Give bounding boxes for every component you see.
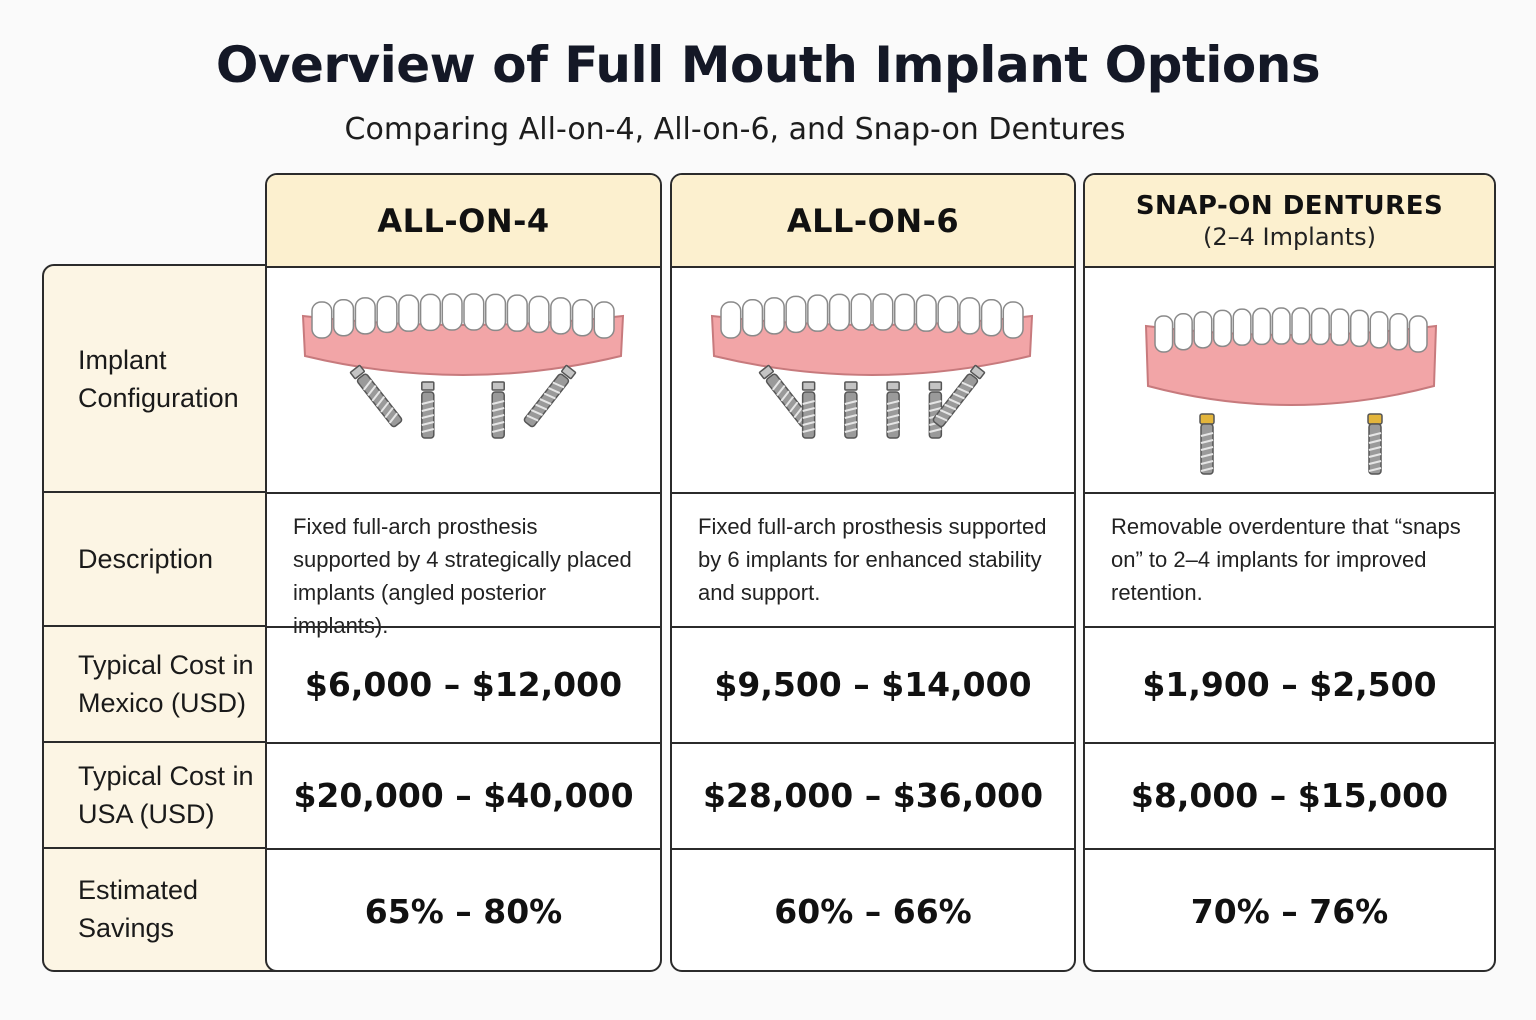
savings-value: 65% – 80% <box>364 891 563 931</box>
overdenture-2-implants-icon <box>1144 307 1438 475</box>
page-title: Overview of Full Mouth Implant Options <box>215 36 1321 94</box>
full-arch-4-implants-icon <box>301 293 625 439</box>
implant-configuration-cell <box>1085 266 1494 492</box>
row-label-config: Implant Configuration <box>78 345 239 413</box>
column-header: ALL-ON-4 <box>267 175 660 268</box>
row-label-description: Description <box>78 544 214 574</box>
option-column-snap-on-dentures: SNAP-ON DENTURES (2–4 Implants) Removabl… <box>1083 173 1496 972</box>
cost-mexico-value: $6,000 – $12,000 <box>304 664 623 704</box>
implant-screw-icon <box>801 381 816 439</box>
column-header: SNAP-ON DENTURES (2–4 Implants) <box>1085 175 1494 268</box>
cost-usa-value: $28,000 – $36,000 <box>702 775 1044 815</box>
description-text: Fixed full-arch prosthesis supported by … <box>293 514 632 638</box>
option-note: (2–4 Implants) <box>1202 222 1377 251</box>
implant-screw-icon <box>758 364 812 428</box>
description-text: Fixed full-arch prosthesis supported by … <box>698 514 1047 605</box>
column-header: ALL-ON-6 <box>672 175 1074 268</box>
row-label-savings: Estimated Savings <box>78 875 199 943</box>
cost-mexico-value: $9,500 – $14,000 <box>714 664 1032 704</box>
row-label-cost-usa: Typical Cost in USA (USD) <box>78 761 254 829</box>
implant-configuration-cell <box>672 266 1074 492</box>
implant-screw-icon <box>421 381 435 439</box>
implant-screw-icon <box>928 381 943 439</box>
full-arch-6-implants-icon <box>710 293 1034 439</box>
option-name: ALL-ON-4 <box>377 201 550 240</box>
savings-value: 60% – 66% <box>774 891 972 931</box>
implant-screw-icon <box>1199 413 1215 475</box>
option-name: ALL-ON-6 <box>786 201 960 240</box>
implant-configuration-cell <box>267 266 660 492</box>
implant-screw-icon <box>844 381 858 439</box>
implant-screw-icon <box>1367 413 1383 475</box>
option-name: SNAP-ON DENTURES <box>1135 190 1444 221</box>
cost-usa-value: $20,000 – $40,000 <box>293 775 634 815</box>
row-label-cost-mexico: Typical Cost in Mexico (USD) <box>78 650 254 718</box>
implant-screw-icon <box>523 364 577 428</box>
implant-screw-icon <box>886 381 900 439</box>
implant-screw-icon <box>349 364 403 428</box>
option-column-all-on-6: ALL-ON-6 Fixed full-arch prosthesis supp… <box>670 173 1076 972</box>
implant-screw-icon <box>491 381 505 439</box>
description-text: Removable overdenture that “snaps on” to… <box>1111 514 1461 605</box>
savings-value: 70% – 76% <box>1190 891 1389 931</box>
page-subtitle: Comparing All-on-4, All-on-6, and Snap-o… <box>344 112 1126 147</box>
option-column-all-on-4: ALL-ON-4 Fixed full-arch prosthesis supp… <box>265 173 662 972</box>
implant-screw-icon <box>932 364 986 428</box>
cost-mexico-value: $1,900 – $2,500 <box>1142 664 1437 704</box>
cost-usa-value: $8,000 – $15,000 <box>1130 775 1449 815</box>
